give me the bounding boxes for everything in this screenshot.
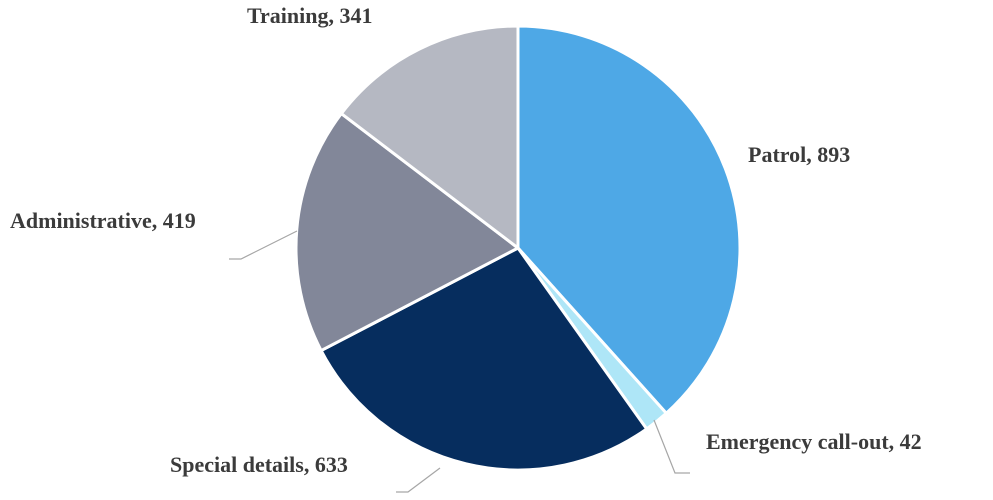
label-separator: , xyxy=(889,429,900,454)
data-label: Patrol, 893 xyxy=(748,142,850,167)
label-category: Patrol xyxy=(748,142,806,167)
data-label: Emergency call-out, 42 xyxy=(706,429,922,454)
label-separator: , xyxy=(806,142,817,167)
label-value: 341 xyxy=(340,3,373,28)
label-separator: , xyxy=(152,208,163,233)
pie-slice xyxy=(339,24,520,250)
label-category: Emergency call-out xyxy=(706,429,889,454)
data-label: Training, 341 xyxy=(247,3,373,28)
leader-line xyxy=(396,467,441,493)
pie-slice xyxy=(294,112,520,353)
pie-slice xyxy=(516,24,742,415)
leader-line xyxy=(653,419,690,474)
label-value: 633 xyxy=(315,452,348,477)
leader-line xyxy=(229,230,298,260)
label-separator: , xyxy=(304,452,315,477)
label-category: Training xyxy=(247,3,329,28)
label-separator: , xyxy=(329,3,340,28)
pie-slice xyxy=(319,246,649,472)
label-value: 419 xyxy=(163,208,196,233)
label-value: 42 xyxy=(900,429,922,454)
data-label: Special details, 633 xyxy=(170,452,348,477)
label-category: Special details xyxy=(170,452,304,477)
label-value: 893 xyxy=(817,142,850,167)
data-label: Administrative, 419 xyxy=(10,208,196,233)
label-category: Administrative xyxy=(10,208,152,233)
